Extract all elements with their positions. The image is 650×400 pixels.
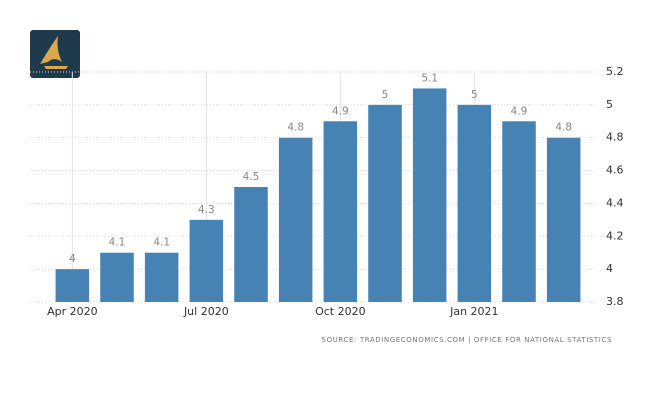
y-tick-label: 4.2 <box>606 229 624 242</box>
bar <box>457 104 492 302</box>
bar <box>368 104 402 302</box>
x-tick-label: Jul 2020 <box>183 305 229 318</box>
bar <box>55 269 90 302</box>
bar <box>234 187 268 302</box>
value-label: 5.1 <box>421 72 438 84</box>
y-tick-label: 4.8 <box>606 131 624 144</box>
y-tick-label: 5.2 <box>606 65 624 78</box>
value-label: 4.1 <box>153 237 170 249</box>
bar <box>144 252 179 302</box>
x-tick-label: Oct 2020 <box>315 305 366 318</box>
bar <box>412 88 447 302</box>
value-label: 4.3 <box>198 204 215 216</box>
value-label: 4.1 <box>109 237 126 249</box>
x-tick-label: Apr 2020 <box>47 305 98 318</box>
bar <box>100 252 134 302</box>
x-tick-label: Jan 2021 <box>449 305 498 318</box>
y-tick-label: 3.8 <box>606 295 624 308</box>
logo <box>30 30 80 78</box>
value-label: 5 <box>471 89 478 101</box>
source-note: SOURCE: TRADINGECONOMICS.COM | OFFICE FO… <box>322 336 612 344</box>
bar <box>189 219 224 302</box>
value-label: 4.5 <box>243 171 260 183</box>
y-tick-label: 4 <box>606 262 613 275</box>
bar <box>323 121 358 303</box>
value-label: 4.8 <box>287 122 304 134</box>
y-tick-label: 4.4 <box>606 196 624 209</box>
value-label: 4 <box>69 253 76 265</box>
y-tick-label: 5 <box>606 98 613 111</box>
value-label: 4.9 <box>511 105 528 117</box>
value-label: 4.9 <box>332 105 349 117</box>
y-tick-label: 4.6 <box>606 164 624 177</box>
bar <box>502 121 536 303</box>
bar <box>278 137 313 302</box>
bar <box>546 137 581 302</box>
value-label: 4.8 <box>555 122 572 134</box>
value-label: 5 <box>382 89 389 101</box>
